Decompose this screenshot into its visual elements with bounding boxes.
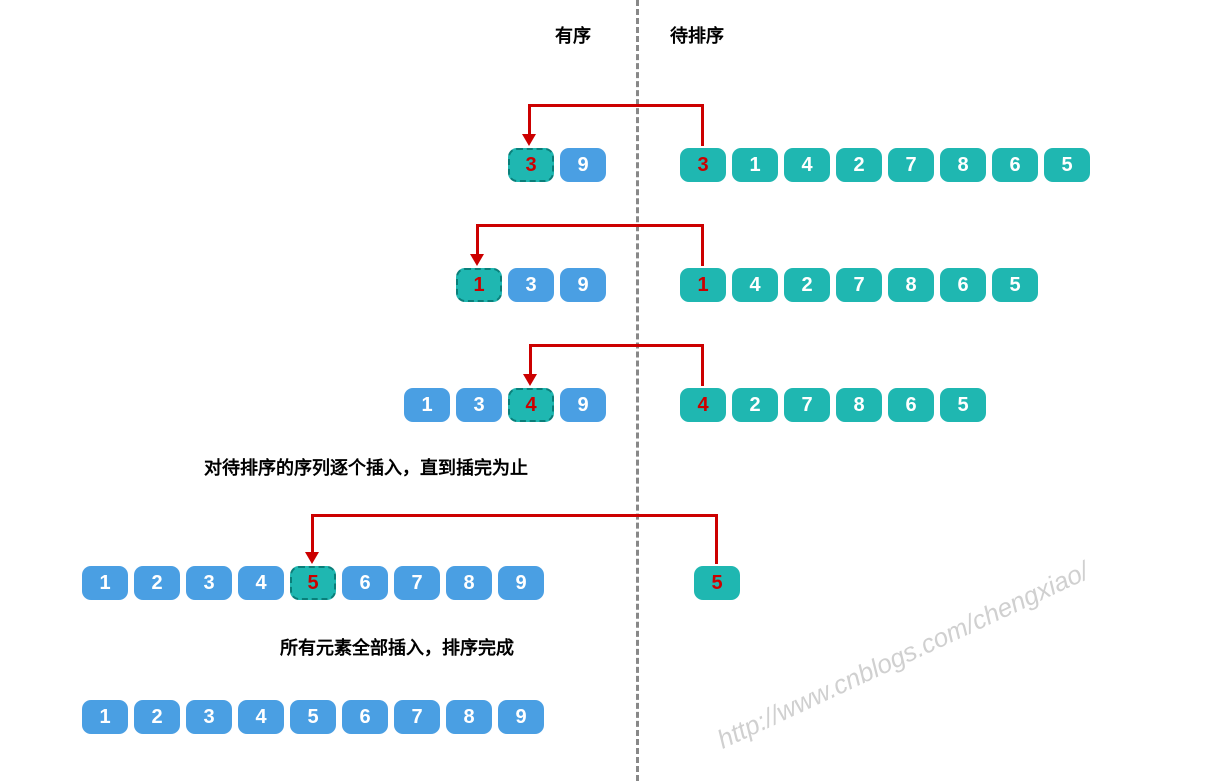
array-cell: 7 bbox=[888, 148, 934, 182]
arrow-segment bbox=[476, 224, 479, 256]
array-cell: 5 bbox=[290, 700, 336, 734]
array-cell: 1 bbox=[82, 566, 128, 600]
arrow-segment bbox=[311, 514, 314, 554]
array-cell: 2 bbox=[134, 566, 180, 600]
arrowhead-icon bbox=[523, 374, 537, 386]
array-cell: 8 bbox=[940, 148, 986, 182]
array-cell: 7 bbox=[394, 566, 440, 600]
arrowhead-icon bbox=[470, 254, 484, 266]
array-cell: 4 bbox=[508, 388, 554, 422]
array-cell: 6 bbox=[342, 700, 388, 734]
array-cell: 1 bbox=[732, 148, 778, 182]
arrowhead-icon bbox=[305, 552, 319, 564]
center-divider bbox=[636, 0, 639, 781]
array-cell: 4 bbox=[680, 388, 726, 422]
array-cell: 6 bbox=[342, 566, 388, 600]
array-cell: 1 bbox=[404, 388, 450, 422]
array-cell: 5 bbox=[290, 566, 336, 600]
array-cell: 6 bbox=[940, 268, 986, 302]
array-cell: 7 bbox=[394, 700, 440, 734]
array-cell: 7 bbox=[784, 388, 830, 422]
array-cell: 9 bbox=[560, 388, 606, 422]
array-cell: 9 bbox=[498, 700, 544, 734]
arrow-segment bbox=[701, 104, 704, 146]
array-cell: 5 bbox=[992, 268, 1038, 302]
array-cell: 9 bbox=[560, 268, 606, 302]
arrow-segment bbox=[715, 514, 718, 564]
array-cell: 3 bbox=[508, 268, 554, 302]
array-cell: 3 bbox=[186, 700, 232, 734]
arrow-segment bbox=[476, 224, 704, 227]
array-cell: 9 bbox=[560, 148, 606, 182]
diagram-canvas: 有序 待排序 393142786513914278651349427865对待排… bbox=[0, 0, 1227, 781]
array-cell: 4 bbox=[238, 566, 284, 600]
array-cell: 4 bbox=[784, 148, 830, 182]
array-cell: 8 bbox=[446, 700, 492, 734]
array-cell: 4 bbox=[732, 268, 778, 302]
header-label-unsorted: 待排序 bbox=[670, 22, 724, 48]
array-cell: 1 bbox=[680, 268, 726, 302]
array-cell: 2 bbox=[732, 388, 778, 422]
array-cell: 8 bbox=[446, 566, 492, 600]
array-cell: 3 bbox=[680, 148, 726, 182]
array-cell: 5 bbox=[1044, 148, 1090, 182]
array-cell: 2 bbox=[836, 148, 882, 182]
arrow-segment bbox=[528, 104, 704, 107]
arrow-segment bbox=[701, 224, 704, 266]
array-cell: 8 bbox=[836, 388, 882, 422]
header-label-sorted: 有序 bbox=[555, 22, 591, 48]
array-cell: 6 bbox=[888, 388, 934, 422]
array-cell: 5 bbox=[940, 388, 986, 422]
array-cell: 2 bbox=[134, 700, 180, 734]
arrow-segment bbox=[529, 344, 704, 347]
array-cell: 3 bbox=[456, 388, 502, 422]
step-caption: 所有元素全部插入，排序完成 bbox=[280, 634, 514, 660]
arrow-segment bbox=[311, 514, 718, 517]
array-cell: 5 bbox=[694, 566, 740, 600]
arrow-segment bbox=[701, 344, 704, 386]
arrowhead-icon bbox=[522, 134, 536, 146]
array-cell: 2 bbox=[784, 268, 830, 302]
array-cell: 4 bbox=[238, 700, 284, 734]
arrow-segment bbox=[528, 104, 531, 136]
array-cell: 1 bbox=[82, 700, 128, 734]
array-cell: 6 bbox=[992, 148, 1038, 182]
array-cell: 9 bbox=[498, 566, 544, 600]
array-cell: 7 bbox=[836, 268, 882, 302]
arrow-segment bbox=[529, 344, 532, 376]
array-cell: 8 bbox=[888, 268, 934, 302]
array-cell: 1 bbox=[456, 268, 502, 302]
step-caption: 对待排序的序列逐个插入，直到插完为止 bbox=[204, 454, 528, 480]
array-cell: 3 bbox=[186, 566, 232, 600]
array-cell: 3 bbox=[508, 148, 554, 182]
watermark: http://www.cnblogs.com/chengxiao/ bbox=[712, 556, 1093, 756]
